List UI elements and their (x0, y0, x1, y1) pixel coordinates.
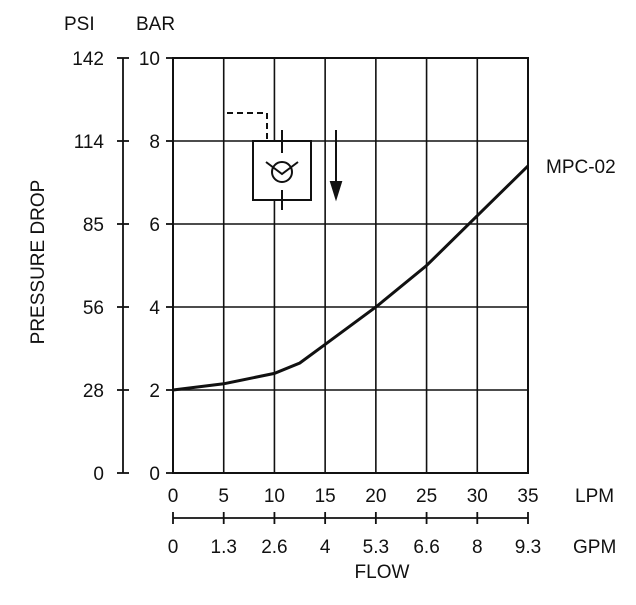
plot-grid (173, 58, 528, 473)
y-axis-title: PRESSURE DROP (28, 180, 49, 345)
gpm-tick-label: 0 (168, 537, 179, 558)
lpm-tick-label: 0 (168, 486, 179, 507)
psi-tick-label: 85 (83, 215, 104, 236)
lpm-tick-label: 35 (517, 486, 538, 507)
gpm-tick-label: 9.3 (515, 537, 541, 558)
bar-tick-label: 0 (149, 464, 160, 485)
gpm-tick-label: 2.6 (261, 537, 287, 558)
series-line (172, 164, 530, 392)
lpm-tick-label: 20 (365, 486, 386, 507)
psi-tick-label: 114 (74, 132, 105, 153)
bar-tick-label: 2 (149, 381, 160, 402)
gpm-tick-label: 8 (472, 537, 483, 558)
gpm-tick-label: 1.3 (211, 537, 237, 558)
lpm-tick-labels: 0 5 10 15 20 25 30 35 (168, 486, 539, 507)
psi-tick-label: 0 (93, 464, 104, 485)
series-group: MPC-02 (172, 157, 616, 392)
psi-tick-labels: 0 28 56 85 114 142 (72, 49, 129, 485)
x-axis-title: FLOW (355, 562, 410, 583)
bar-tick-label: 4 (149, 298, 160, 319)
check-valve-symbol-icon (227, 112, 343, 210)
bar-tick-labels: 0 2 4 6 8 10 (139, 49, 173, 485)
lpm-unit-label: LPM (575, 486, 614, 507)
lpm-tick-label: 5 (218, 486, 229, 507)
gpm-axis: 0 1.3 2.6 4 5.3 6.6 8 9.3 (168, 512, 541, 558)
psi-unit-header: PSI (64, 14, 95, 35)
bar-tick-label: 6 (149, 215, 160, 236)
gpm-tick-label: 6.6 (413, 537, 439, 558)
gpm-tick-label: 4 (320, 537, 331, 558)
plot-frame (172, 57, 529, 474)
lpm-tick-label: 30 (467, 486, 488, 507)
gpm-tick-label: 5.3 (363, 537, 389, 558)
bar-unit-header: BAR (136, 14, 175, 35)
lpm-tick-label: 10 (264, 486, 285, 507)
psi-tick-label: 56 (83, 298, 104, 319)
lpm-tick-label: 15 (315, 486, 336, 507)
gpm-unit-label: GPM (573, 537, 616, 558)
psi-tick-label: 28 (83, 381, 104, 402)
psi-tick-label: 142 (72, 49, 104, 70)
bar-tick-label: 8 (149, 132, 160, 153)
series-label: MPC-02 (546, 157, 616, 178)
lpm-tick-label: 25 (416, 486, 437, 507)
bar-tick-label: 10 (139, 49, 160, 70)
